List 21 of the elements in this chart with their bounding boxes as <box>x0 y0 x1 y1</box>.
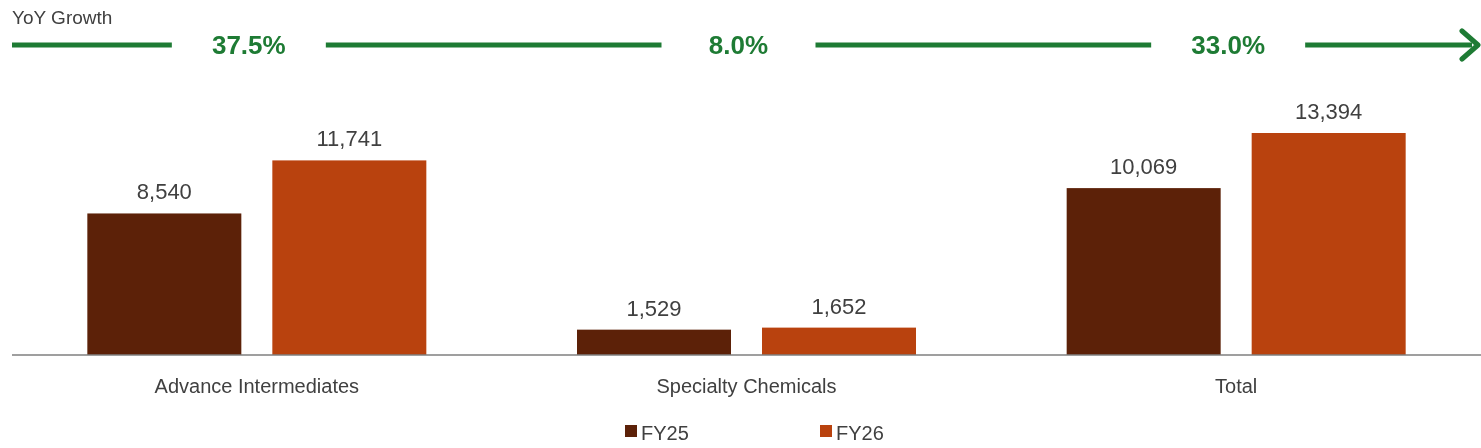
data-label: 10,069 <box>1110 154 1178 180</box>
text: YoY Growth <box>12 7 113 28</box>
data-label: 13,394 <box>1295 99 1363 124</box>
bar <box>87 213 242 355</box>
x-tick-label: Total <box>1215 375 1258 397</box>
text: 37.5% <box>211 30 286 60</box>
text: 8.0% <box>708 30 769 60</box>
legend-label: FY25 <box>641 422 689 444</box>
legend-label: FY26 <box>836 422 884 444</box>
bar <box>762 327 916 355</box>
text: 33.0% <box>1191 30 1266 60</box>
bar <box>577 329 731 355</box>
bar <box>1066 188 1221 355</box>
data-label: 1,652 <box>811 293 867 319</box>
bar <box>272 160 427 355</box>
bar <box>1251 133 1406 355</box>
data-label: 1,529 <box>626 295 682 321</box>
data-label: 8,540 <box>136 179 192 205</box>
x-tick-label: Specialty Chemicals <box>656 375 837 397</box>
x-tick-label: Advance Intermediates <box>154 375 360 397</box>
data-label: 11,741 <box>316 126 383 152</box>
